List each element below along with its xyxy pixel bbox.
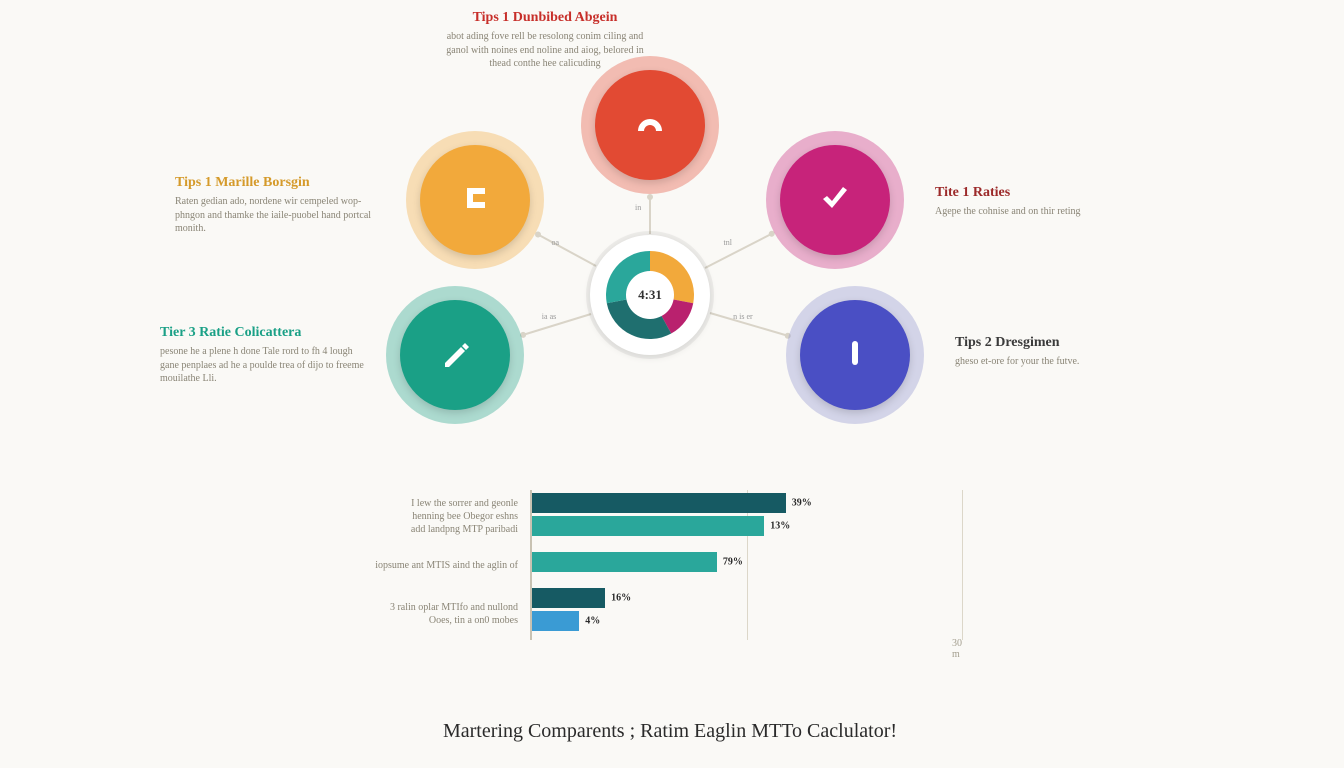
hub-donut: 4:31 <box>590 235 710 355</box>
node-core <box>420 145 530 255</box>
bar-chart: I lew the sorrer and geonlehenning bee O… <box>310 490 960 640</box>
bar-label-group: iopsume ant MTIS aind the aglin of <box>310 552 518 578</box>
bar-label-line: 3 ralin oplar MTIfo and nullond <box>310 601 518 614</box>
bar-label-group: 3 ralin oplar MTIfo and nullondOoes, tin… <box>310 588 518 640</box>
node-core <box>400 300 510 410</box>
bar: 79% <box>532 552 717 572</box>
square-c-icon <box>455 178 495 223</box>
callout-title: Tier 3 Ratie Colicattera <box>160 325 370 341</box>
bar-label-line: add landpng MTP paribadi <box>310 523 518 536</box>
footer-title: Martering Comparents ; Ratim Eaglin MTTo… <box>370 720 970 743</box>
callout-body: abot ading fove rell be resolong conim c… <box>440 30 650 71</box>
callout-left-lower: Tier 3 Ratie Colicattera pesone he a plen… <box>160 325 370 386</box>
bar-value-label: 4% <box>585 616 600 627</box>
node-left-lower <box>400 300 510 410</box>
connector-line <box>523 313 591 336</box>
bar-labels-column: I lew the sorrer and geonlehenning bee O… <box>310 490 530 640</box>
callout-title: Tips 2 Dresgimen <box>955 335 1145 351</box>
bar: 16% <box>532 588 605 608</box>
connector-label: in <box>635 203 641 212</box>
bar: 13% <box>532 516 764 536</box>
node-core <box>595 70 705 180</box>
bar-row: 16% <box>532 588 960 608</box>
callout-right-lower: Tips 2 Dresgimen gheso et-ore for your th… <box>955 335 1145 369</box>
bar-value-label: 16% <box>611 593 631 604</box>
infographic-canvas: in oa ia as tnl n is er 4:31 Tips 1 Dunbibed A… <box>0 0 1344 768</box>
bar-axis-end-label: 30 m <box>952 638 962 660</box>
hub-label: 4:31 <box>638 287 662 303</box>
bar-row: 79% <box>532 552 960 572</box>
callout-body: Agepe the cohnise and on thir reting <box>935 205 1125 219</box>
bar-i-icon <box>835 333 875 378</box>
bar-value-label: 79% <box>723 557 743 568</box>
connector-line <box>649 197 651 234</box>
callout-top: Tips 1 Dunbibed Abgein abot ading fove re… <box>440 10 650 71</box>
callout-right-upper: Tite 1 Raties Agepe the cohnise and on th… <box>935 185 1125 219</box>
connector-label: tnl <box>723 238 731 247</box>
callout-body: gheso et-ore for your the futve. <box>955 355 1145 369</box>
bar-label-line: henning bee Obegor eshns <box>310 510 518 523</box>
connector-label: n is er <box>733 312 753 321</box>
node-left-upper <box>420 145 530 255</box>
bar-row: 39% <box>532 493 960 513</box>
bar-label-line: I lew the sorrer and geonle <box>310 497 518 510</box>
bar-label-line: iopsume ant MTIS aind the aglin of <box>310 559 518 572</box>
bar: 39% <box>532 493 786 513</box>
connector-label: ia as <box>542 312 556 321</box>
callout-body: Raten gedian ado, nordene wir cempeled w… <box>175 195 385 236</box>
callout-title: Tips 1 Marille Borsgin <box>175 175 385 191</box>
callout-left-upper: Tips 1 Marille Borsgin Raten gedian ado, … <box>175 175 385 236</box>
node-core <box>800 300 910 410</box>
bar-plot: 39%13%79%16%4%30 m <box>530 490 960 640</box>
check-icon <box>815 178 855 223</box>
gauge-icon <box>630 103 670 148</box>
callout-title: Tite 1 Raties <box>935 185 1125 201</box>
connector-line <box>537 234 596 267</box>
node-core <box>780 145 890 255</box>
bar-value-label: 39% <box>792 498 812 509</box>
callout-body: pesone he a plene h done Tale rord to fh… <box>160 345 370 386</box>
node-right-lower <box>800 300 910 410</box>
bar-row: 13% <box>532 516 960 536</box>
connector-label: oa <box>551 238 559 247</box>
pen-icon <box>435 333 475 378</box>
bar: 4% <box>532 611 579 631</box>
bar-gridline <box>962 490 963 640</box>
node-top <box>595 70 705 180</box>
bar-row: 4% <box>532 611 960 631</box>
bar-label-group: I lew the sorrer and geonlehenning bee O… <box>310 490 518 542</box>
connector-line <box>705 233 773 269</box>
bar-label-line: Ooes, tin a on0 mobes <box>310 614 518 627</box>
callout-title: Tips 1 Dunbibed Abgein <box>440 10 650 26</box>
bar-value-label: 13% <box>770 521 790 532</box>
node-right-upper <box>780 145 890 255</box>
